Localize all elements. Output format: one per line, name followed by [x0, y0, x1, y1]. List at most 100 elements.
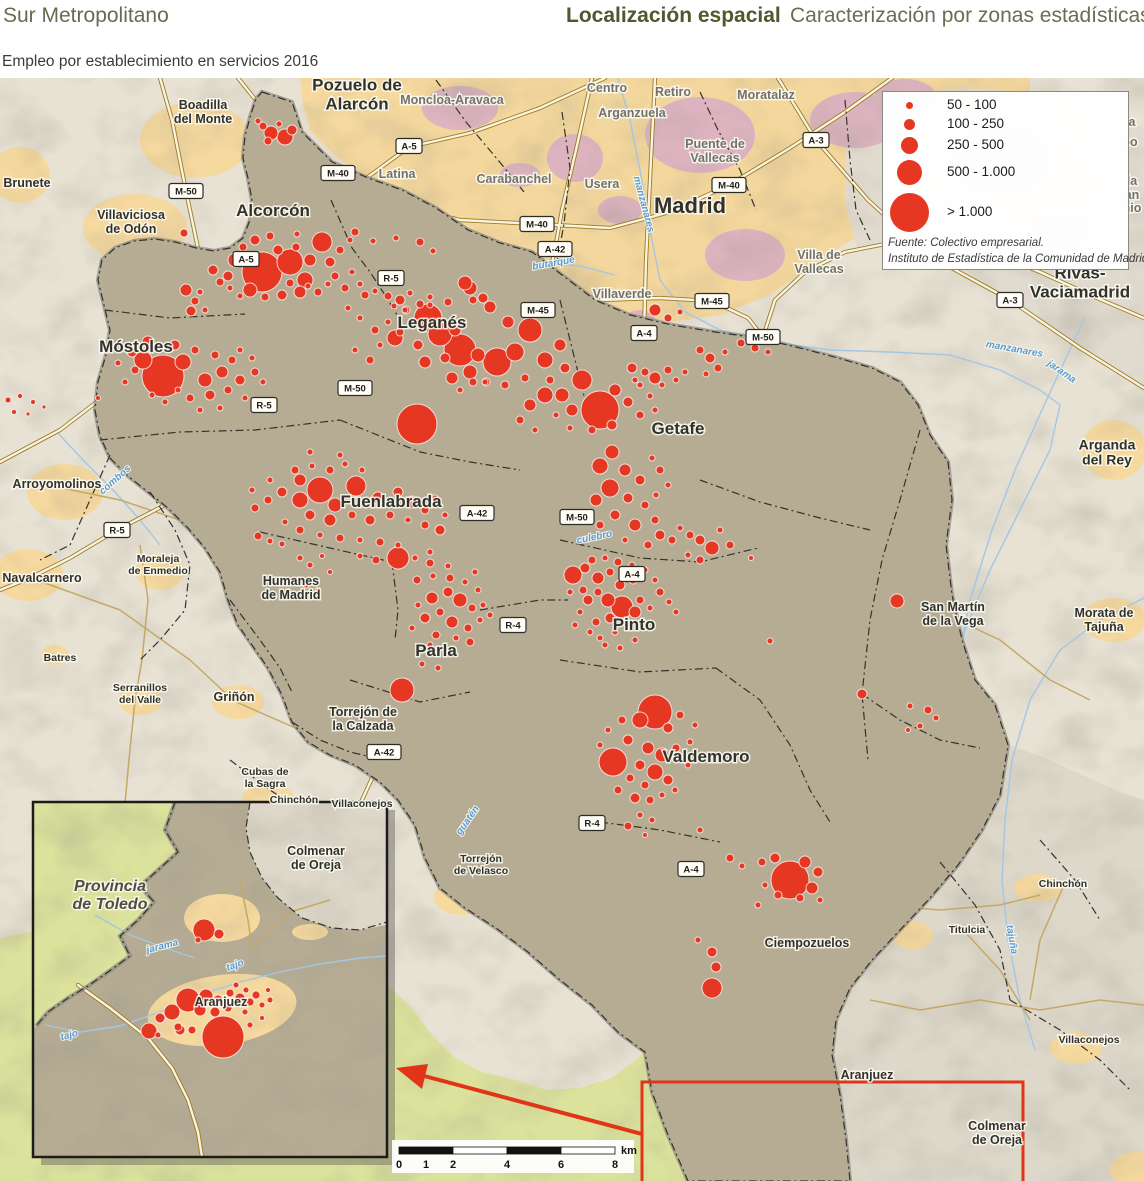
employment-bubble [609, 509, 621, 521]
employment-bubble [650, 515, 660, 525]
employment-bubble [347, 510, 357, 520]
employment-bubble [626, 362, 638, 374]
employment-bubble [250, 503, 260, 513]
employment-bubble [536, 386, 554, 404]
employment-bubble [185, 393, 195, 403]
employment-bubble [553, 338, 567, 352]
employment-bubble [452, 592, 468, 608]
employment-bubble [468, 295, 478, 305]
road-shield: A-3 [996, 291, 1024, 309]
map-label: Puente de Vallecas [685, 137, 745, 165]
map-label: Fuenlabrada [340, 492, 442, 511]
employment-bubble [192, 918, 216, 942]
scale-tick: 2 [450, 1159, 456, 1171]
employment-bubble [701, 977, 723, 999]
employment-bubble [923, 705, 933, 715]
road-shield: A-4 [677, 860, 705, 878]
employment-bubble [335, 245, 345, 255]
employment-bubble [248, 354, 256, 362]
employment-bubble [213, 928, 225, 940]
map-label: Carabanchel [476, 172, 551, 186]
map-label: Cubas de la Sagra [241, 766, 288, 790]
employment-bubble [468, 377, 478, 387]
employment-bubble [386, 546, 410, 570]
employment-bubble [587, 555, 597, 565]
employment-bubble [371, 491, 385, 505]
employment-bubble [463, 623, 473, 633]
map-label: Villaconejos [1058, 1034, 1119, 1046]
employment-bubble [651, 576, 659, 584]
employment-bubble [263, 495, 273, 505]
map-label: Villa de Vallecas [794, 248, 843, 276]
svg-text:R-5: R-5 [256, 401, 272, 412]
map-label: Valdemoro [663, 747, 750, 766]
employment-bubble [452, 634, 460, 642]
employment-bubble [704, 352, 716, 364]
employment-bubble [648, 816, 656, 824]
employment-bubble [601, 554, 609, 562]
legend-circle [889, 192, 929, 232]
employment-bubble [163, 1003, 181, 1021]
employment-bubble [281, 518, 289, 526]
employment-bubble [405, 495, 419, 509]
employment-bubble [754, 901, 762, 909]
employment-bubble [580, 390, 620, 430]
legend-circle [900, 136, 918, 154]
employment-bubble [389, 677, 415, 703]
employment-bubble [552, 411, 560, 419]
employment-bubble [324, 256, 336, 268]
employment-bubble [327, 497, 343, 513]
employment-bubble [517, 317, 543, 343]
employment-bubble [579, 562, 591, 574]
employment-bubble [225, 988, 235, 998]
employment-bubble [30, 399, 36, 405]
employment-bubble [442, 586, 454, 598]
employment-bubble [640, 780, 650, 790]
employment-bubble [290, 465, 300, 475]
employment-bubble [346, 236, 354, 244]
map-label: Centro [587, 81, 628, 95]
employment-bubble [356, 536, 364, 544]
employment-bubble [694, 534, 706, 546]
employment-bubble [634, 474, 646, 486]
employment-bubble [210, 350, 220, 360]
employment-bubble [411, 554, 419, 562]
svg-text:A-42: A-42 [545, 245, 566, 256]
employment-bubble [676, 524, 684, 532]
employment-bubble [201, 1015, 245, 1059]
employment-bubble [812, 866, 824, 878]
employment-bubble [198, 988, 214, 1004]
employment-bubble [531, 426, 539, 434]
employment-bubble [704, 540, 720, 556]
employment-bubble [293, 473, 307, 487]
employment-bubble [174, 353, 192, 371]
employment-bubble [392, 486, 404, 498]
employment-bubble [645, 795, 655, 805]
employment-bubble [241, 394, 249, 402]
employment-bubble [591, 617, 601, 627]
employment-bubble [591, 457, 609, 475]
employment-bubble [330, 271, 340, 281]
employment-bubble [444, 562, 452, 570]
employment-bubble [286, 124, 298, 136]
employment-bubble [655, 587, 665, 597]
road-shield: A-4 [630, 324, 658, 342]
employment-bubble [431, 494, 439, 502]
employment-bubble [324, 280, 332, 288]
road-shield: A-4 [618, 565, 646, 583]
employment-bubble [617, 715, 627, 725]
employment-bubble [675, 710, 685, 720]
map-label: Griñón [214, 690, 255, 704]
employment-bubble [276, 248, 304, 276]
employment-bubble [190, 296, 200, 306]
employment-bubble [816, 896, 824, 904]
map-label: Arganzuela [598, 106, 666, 120]
employment-bubble [635, 410, 645, 420]
employment-bubble [566, 424, 574, 432]
employment-bubble [285, 278, 295, 288]
employment-bubble [640, 367, 650, 377]
employment-bubble [445, 615, 459, 629]
scale-unit: km [621, 1145, 637, 1157]
road-shield: A-42 [366, 743, 402, 761]
